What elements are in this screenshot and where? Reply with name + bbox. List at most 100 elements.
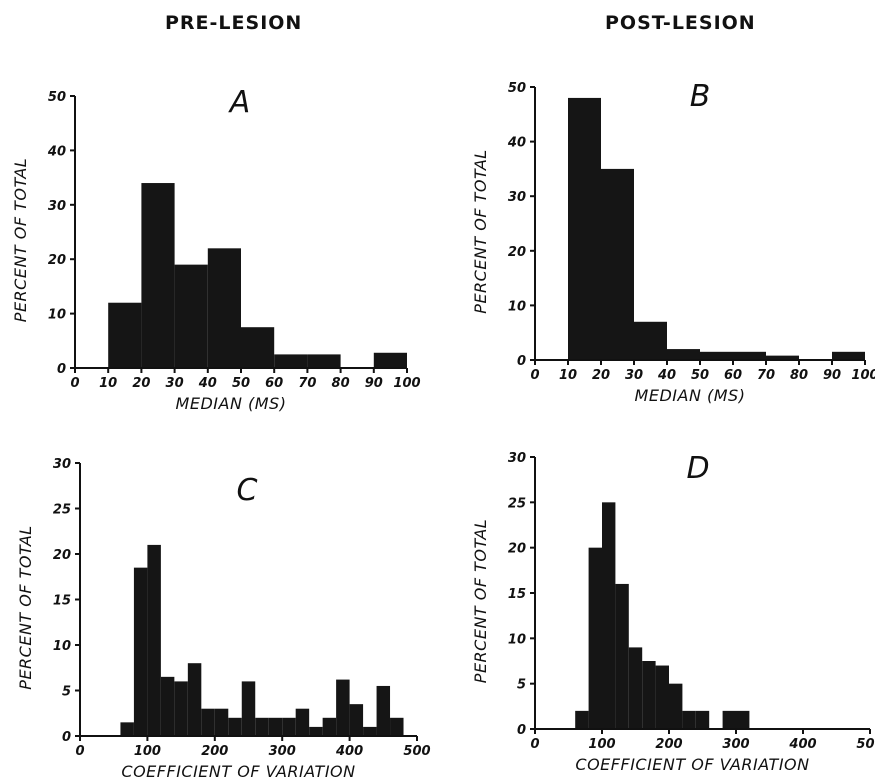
panel-d: 0 100 200 300 400 500 0 5 10 15 20 25 30 COEFFICIENT … xyxy=(471,451,875,774)
y-tick-label-a-40: 40 xyxy=(47,144,66,159)
x-tick-label-b-0: 0 xyxy=(530,368,539,383)
x-tick-label-b-100: 100 xyxy=(851,368,875,383)
bar-c-400-420 xyxy=(349,704,364,736)
x-tick-label-a-90: 90 xyxy=(365,376,383,391)
x-tick-label-b-10: 10 xyxy=(559,368,577,383)
bar-c-340-360 xyxy=(309,726,323,736)
bar-c-280-300 xyxy=(268,717,283,736)
bar-c-120-140 xyxy=(160,676,175,736)
x-tick-label-c-300: 300 xyxy=(269,744,296,759)
bar-b-50-60 xyxy=(700,351,733,360)
bar-c-380-400 xyxy=(336,679,350,736)
panel-letter-c: C xyxy=(237,473,258,508)
y-tick-label-d-0: 0 xyxy=(517,723,526,738)
panel-a: 0 10 20 30 40 50 60 70 80 90 100 0 10 20 30 40 50 MEDIAN … xyxy=(11,85,421,413)
y-tick-label-c-5: 5 xyxy=(62,685,71,700)
x-tick-label-b-90: 90 xyxy=(823,368,841,383)
x-axis-title-d: COEFFICIENT OF VARIATION xyxy=(575,755,809,774)
y-tick-label-a-0: 0 xyxy=(57,362,66,377)
bar-c-60-80 xyxy=(120,722,134,736)
panel-b: 0 10 20 30 40 50 60 70 80 90 100 0 10 20 30 40 50 MEDIAN … xyxy=(471,79,875,405)
bar-b-30-40 xyxy=(634,321,667,360)
x-tick-label-b-70: 70 xyxy=(757,368,775,383)
panel-letter-b: B xyxy=(690,79,711,114)
bar-c-240-260 xyxy=(241,681,256,736)
y-tick-label-d-15: 15 xyxy=(508,587,526,602)
x-tick-label-d-100: 100 xyxy=(588,737,615,752)
x-tick-label-d-500: 500 xyxy=(856,737,875,752)
bar-d-200-220 xyxy=(669,683,683,729)
bar-c-300-320 xyxy=(282,717,296,736)
bar-d-180-200 xyxy=(655,665,669,729)
y-axis-title-b: PERCENT OF TOTAL xyxy=(471,149,490,313)
x-tick-label-a-30: 30 xyxy=(166,376,184,391)
bar-d-100-120 xyxy=(602,502,616,729)
x-tick-label-c-100: 100 xyxy=(134,744,161,759)
panel-letter-a: A xyxy=(228,85,251,120)
x-tick-label-a-50: 50 xyxy=(232,376,250,391)
post-lesion-heading: POST-LESION xyxy=(605,12,756,34)
y-tick-label-c-15: 15 xyxy=(53,594,71,609)
x-tick-label-d-400: 400 xyxy=(788,737,816,752)
bar-c-100-120 xyxy=(147,544,161,736)
bar-a-40-50 xyxy=(207,248,241,368)
bar-c-320-340 xyxy=(295,708,310,736)
pre-lesion-heading: PRE-LESION xyxy=(165,12,303,34)
y-tick-label-d-30: 30 xyxy=(508,451,526,466)
bar-b-40-50 xyxy=(667,349,700,360)
bar-d-120-140 xyxy=(615,583,629,729)
x-tick-label-b-50: 50 xyxy=(691,368,709,383)
y-tick-label-c-20: 20 xyxy=(53,548,71,563)
y-tick-label-a-50: 50 xyxy=(48,90,66,105)
y-tick-label-a-10: 10 xyxy=(48,308,66,323)
y-tick-label-c-0: 0 xyxy=(62,730,71,745)
y-tick-label-b-0: 0 xyxy=(517,354,526,369)
x-tick-label-a-20: 20 xyxy=(132,376,150,391)
bar-b-10-20 xyxy=(568,97,601,361)
x-tick-label-a-70: 70 xyxy=(298,376,316,391)
x-tick-label-d-0: 0 xyxy=(530,737,539,752)
bar-b-60-70 xyxy=(733,351,766,360)
bar-a-90-100 xyxy=(373,352,407,368)
bar-d-240-260 xyxy=(695,710,710,729)
y-tick-label-b-40: 40 xyxy=(507,136,526,151)
x-tick-label-b-60: 60 xyxy=(724,368,742,383)
x-tick-label-b-80: 80 xyxy=(790,368,808,383)
y-tick-label-d-10: 10 xyxy=(508,632,526,647)
y-tick-label-a-20: 20 xyxy=(48,253,66,268)
y-axis-title-d: PERCENT OF TOTAL xyxy=(471,519,490,683)
y-tick-label-c-10: 10 xyxy=(53,639,71,654)
bar-a-30-40 xyxy=(174,264,208,368)
bar-a-60-70 xyxy=(274,354,308,368)
x-tick-label-c-500: 500 xyxy=(403,744,430,759)
y-tick-label-c-25: 25 xyxy=(53,503,71,518)
bar-c-200-220 xyxy=(214,708,229,736)
bar-c-140-160 xyxy=(174,681,188,736)
bar-a-70-80 xyxy=(307,354,341,368)
bar-c-160-180 xyxy=(187,663,202,736)
y-tick-label-a-30: 30 xyxy=(48,199,66,214)
y-tick-label-d-20: 20 xyxy=(508,542,526,557)
x-axis-title-a: MEDIAN (MS) xyxy=(176,394,287,413)
y-axis-title-c: PERCENT OF TOTAL xyxy=(16,525,35,689)
bar-b-70-80 xyxy=(766,355,799,360)
x-tick-label-d-200: 200 xyxy=(655,737,682,752)
panel-letter-d: D xyxy=(686,451,709,486)
x-tick-label-a-0: 0 xyxy=(70,376,79,391)
y-axis-title-a: PERCENT OF TOTAL xyxy=(11,158,30,322)
bar-a-20-30 xyxy=(141,183,175,368)
bar-c-80-100 xyxy=(133,567,148,736)
x-axis-title-c: COEFFICIENT OF VARIATION xyxy=(121,762,355,781)
y-tick-label-c-30: 30 xyxy=(53,457,71,472)
x-tick-label-a-10: 10 xyxy=(99,376,117,391)
panel-c: 0 100 200 300 400 500 0 5 10 15 20 25 30 COEFFICIENT … xyxy=(16,457,431,781)
x-axis-title-b: MEDIAN (MS) xyxy=(635,386,746,405)
x-tick-label-b-20: 20 xyxy=(592,368,610,383)
bar-b-20-30 xyxy=(601,168,634,360)
x-tick-label-d-300: 300 xyxy=(722,737,749,752)
bar-c-260-280 xyxy=(255,717,269,736)
x-tick-label-c-0: 0 xyxy=(75,744,84,759)
bar-b-90-100 xyxy=(832,351,865,360)
x-tick-label-a-100: 100 xyxy=(393,376,420,391)
bar-d-140-160 xyxy=(628,647,643,729)
